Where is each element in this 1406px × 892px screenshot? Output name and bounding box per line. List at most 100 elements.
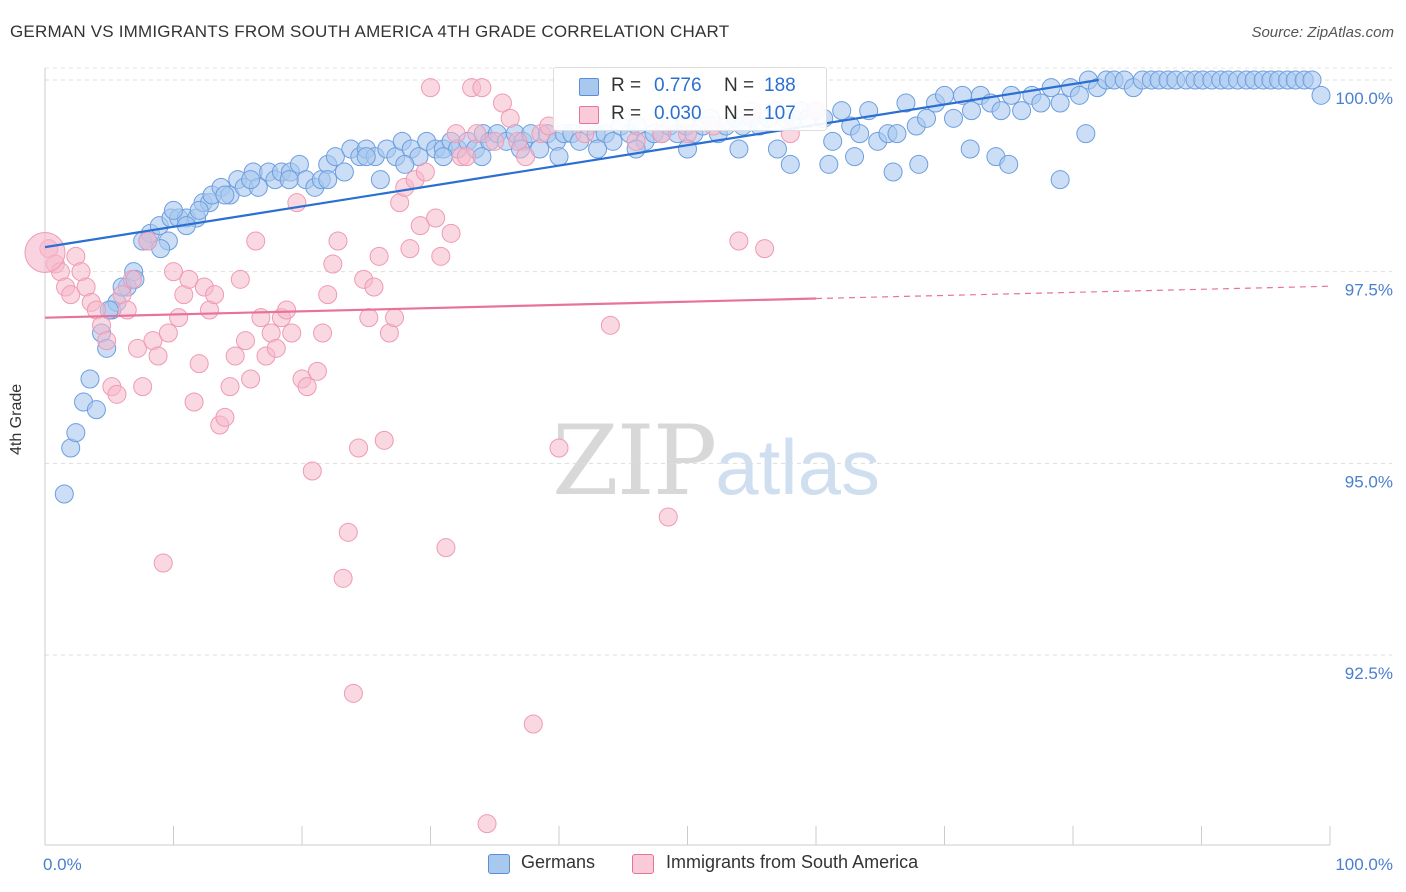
- germans-point: [729, 139, 749, 159]
- germans-point: [845, 147, 865, 167]
- stats-legend: R = 0.776 N = 188 R = 0.030 N = 107: [553, 67, 827, 131]
- immigrants-point: [246, 231, 266, 251]
- germans-point: [850, 124, 870, 144]
- bottom-legend-swatch-immigrants: [632, 854, 654, 874]
- immigrants-point: [318, 285, 338, 305]
- watermark-zip: ZIP: [552, 405, 717, 517]
- immigrants-points: [24, 78, 826, 834]
- legend-swatch-germans: [579, 78, 599, 96]
- immigrants-point-large: [24, 232, 66, 273]
- legend-r-label: R =: [611, 103, 642, 124]
- immigrants-point: [600, 315, 620, 335]
- germans-point: [318, 170, 338, 190]
- y-tick-label: 92.5%: [1345, 664, 1393, 683]
- immigrants-point: [415, 162, 435, 182]
- immigrants-point: [508, 131, 528, 151]
- immigrants-trend-extension: [815, 285, 1331, 300]
- immigrants-point: [456, 147, 476, 167]
- germans-point: [1076, 124, 1096, 144]
- germans-point: [54, 484, 74, 504]
- immigrants-point: [626, 131, 646, 151]
- immigrants-point: [755, 239, 775, 259]
- immigrants-point: [729, 231, 749, 251]
- bottom-legend-label-germans: Germans: [521, 852, 596, 872]
- immigrants-point: [128, 338, 148, 358]
- immigrants-point: [472, 78, 492, 98]
- germans-point: [943, 108, 963, 128]
- immigrants-point: [446, 124, 466, 144]
- immigrants-point: [431, 246, 451, 266]
- axes: [44, 68, 1331, 846]
- immigrants-point: [148, 346, 168, 366]
- germans-point: [767, 139, 787, 159]
- y-tick-label: 97.5%: [1345, 281, 1393, 300]
- immigrants-point: [61, 285, 81, 305]
- immigrants-point: [133, 377, 153, 397]
- germans-point: [215, 185, 235, 205]
- x-tick-label-max: 100.0%: [1335, 855, 1393, 874]
- immigrants-point: [225, 346, 245, 366]
- legend-n-label: N =: [724, 75, 755, 96]
- legend-row-germans: R = 0.776 N = 188: [554, 72, 824, 102]
- germans-point: [1069, 85, 1089, 105]
- immigrants-point: [436, 538, 456, 558]
- germans-point: [991, 101, 1011, 121]
- germans-point: [395, 154, 415, 174]
- germans-point: [370, 170, 390, 190]
- immigrants-point: [364, 277, 384, 297]
- germans-point: [961, 101, 981, 121]
- germans-point: [935, 85, 954, 105]
- immigrants-point: [385, 308, 405, 328]
- immigrants-point: [523, 714, 543, 734]
- immigrants-point: [369, 246, 389, 266]
- y-tick-label: 100.0%: [1335, 89, 1393, 108]
- immigrants-point: [189, 354, 209, 374]
- immigrants-point: [215, 407, 235, 427]
- immigrants-point: [164, 262, 183, 282]
- germans-point: [896, 93, 916, 113]
- immigrants-point: [138, 231, 158, 251]
- immigrants-point: [516, 147, 536, 167]
- legend-swatch-immigrants: [579, 106, 599, 124]
- immigrants-point: [467, 124, 487, 144]
- immigrants-point: [277, 300, 297, 320]
- immigrants-point: [333, 568, 353, 588]
- trend-lines: [44, 78, 1331, 319]
- germans-point: [1050, 170, 1070, 190]
- germans-point: [433, 147, 453, 167]
- immigrants-point: [153, 553, 173, 573]
- immigrants-point: [184, 392, 204, 412]
- immigrants-point: [359, 308, 379, 328]
- immigrants-point: [313, 323, 333, 343]
- immigrants-point: [410, 216, 430, 236]
- immigrants-point: [158, 323, 178, 343]
- germans-point: [1031, 93, 1051, 113]
- immigrants-point: [485, 131, 505, 151]
- germans-point: [80, 369, 100, 389]
- germans-point: [549, 147, 569, 167]
- bottom-legend-swatch-germans: [488, 854, 510, 874]
- germans-point: [1302, 70, 1322, 90]
- immigrants-point: [658, 507, 678, 527]
- germans-point: [164, 200, 183, 220]
- immigrants-point: [282, 323, 302, 343]
- immigrants-point: [328, 231, 348, 251]
- immigrants-point: [220, 377, 240, 397]
- germans-point: [887, 124, 907, 144]
- immigrants-point: [492, 93, 512, 113]
- germans-point: [603, 131, 623, 151]
- immigrants-point: [230, 269, 250, 289]
- germans-point: [1050, 93, 1070, 113]
- immigrants-point: [297, 377, 317, 397]
- immigrants-point: [338, 522, 358, 542]
- immigrants-point: [205, 285, 225, 305]
- immigrants-point: [179, 269, 199, 289]
- immigrants-point: [323, 254, 343, 274]
- germans-point: [917, 108, 937, 128]
- bottom-legend-label-immigrants: Immigrants from South America: [666, 852, 919, 872]
- germans-point: [279, 170, 299, 190]
- germans-point: [588, 139, 608, 159]
- germans-point: [241, 170, 261, 190]
- germans-trend-line: [44, 78, 1099, 249]
